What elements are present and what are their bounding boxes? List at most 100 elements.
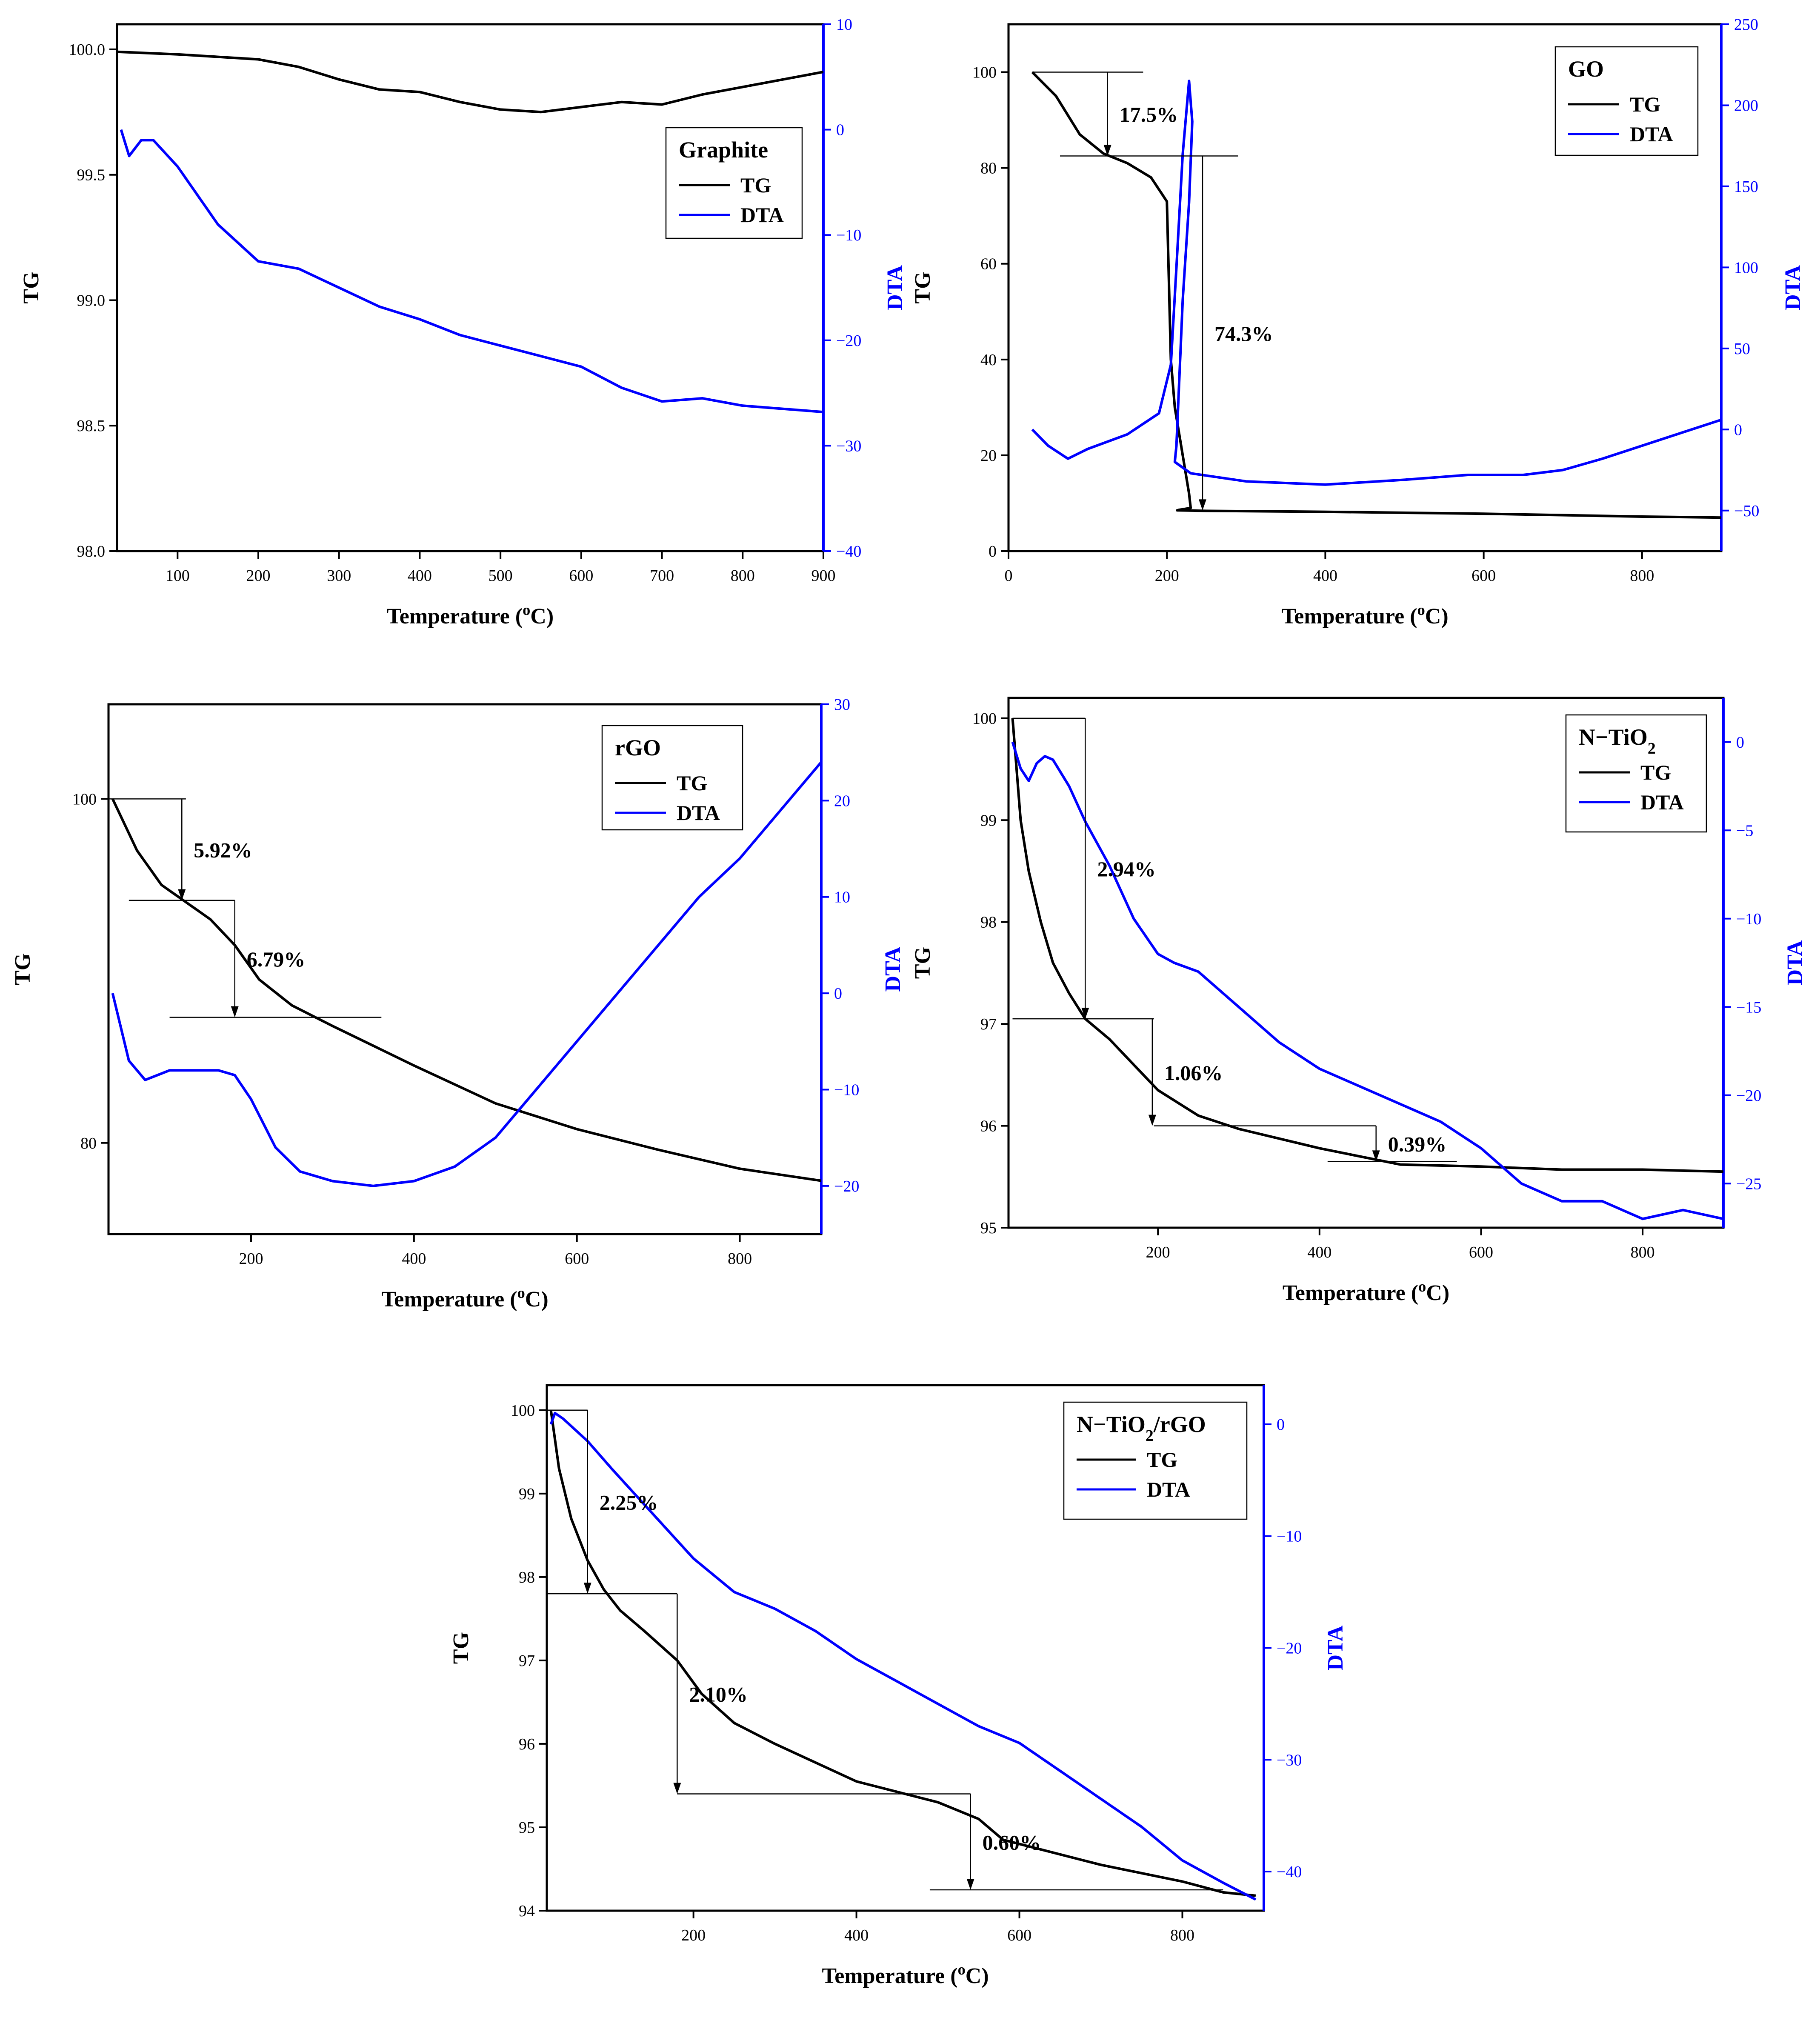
annotation: 5.92% xyxy=(109,798,252,900)
x-tick-label: 400 xyxy=(1307,1243,1331,1261)
y2-tick-label: −30 xyxy=(1277,1751,1302,1769)
annotation: 74.3% xyxy=(1060,155,1273,511)
y2-tick-label: −5 xyxy=(1736,822,1753,840)
arrow-down-icon xyxy=(966,1878,974,1890)
y2-axis-title: DTA xyxy=(1783,940,1807,985)
x-axis-title: Temperature (oC) xyxy=(387,601,554,629)
x-tick-label: 600 xyxy=(1469,1243,1493,1261)
chart-rgo: 200 400 600 800 80 100 −20 −10 0 10 20 30 Temperatur… xyxy=(11,696,905,1312)
y-axis-title: TG xyxy=(11,953,35,985)
arrow-down-icon xyxy=(1148,1115,1156,1126)
y-tick-label: 100 xyxy=(972,710,997,728)
y2-tick-label: 0 xyxy=(1277,1416,1285,1434)
x-tick-label: 500 xyxy=(489,567,513,585)
y-tick-label: 99.0 xyxy=(77,291,106,309)
series-tg-line xyxy=(1011,718,1723,1173)
series-dta-line xyxy=(1031,80,1721,486)
annotation-label: 0.39% xyxy=(1388,1132,1447,1156)
y-tick-label: 95 xyxy=(980,1219,997,1237)
x-tick-label: 900 xyxy=(811,567,836,585)
legend: Graphite TG DTA xyxy=(665,127,803,239)
x-tick-label: 400 xyxy=(408,567,432,585)
y-tick-label: 94 xyxy=(519,1902,535,1920)
y2-tick-label: −10 xyxy=(1277,1528,1302,1546)
y2-tick-label: −15 xyxy=(1736,998,1761,1016)
arrow-down-icon xyxy=(178,889,186,900)
y-tick-label: 100 xyxy=(972,64,997,82)
x-tick-label: 200 xyxy=(239,1250,263,1268)
y-tick-label: 97 xyxy=(519,1652,535,1670)
legend-title: N−TiO2 xyxy=(1579,724,1656,757)
legend-box xyxy=(1554,46,1699,156)
y-tick-label: 98.5 xyxy=(77,417,106,435)
x-tick-label: 800 xyxy=(1631,1243,1655,1261)
y-tick-label: 80 xyxy=(80,1135,97,1152)
x-tick-label: 200 xyxy=(246,567,271,585)
x-tick-label: 800 xyxy=(1170,1926,1194,1944)
y2-tick-label: 250 xyxy=(1734,16,1758,34)
y2-tick-label: 10 xyxy=(834,889,850,906)
y-tick-label: 95 xyxy=(519,1819,535,1837)
annotation: 0.60% xyxy=(677,1793,1041,1890)
y-tick-label: 100.0 xyxy=(69,41,106,59)
annotation: 2.10% xyxy=(547,1593,748,1794)
y-tick-label: 98 xyxy=(519,1569,535,1586)
x-tick-label: 300 xyxy=(327,567,351,585)
y2-tick-label: 20 xyxy=(834,792,850,810)
legend-title: N−TiO2/rGO xyxy=(1077,1412,1206,1445)
legend-label-tg: TG xyxy=(1147,1448,1177,1472)
series-dta-line xyxy=(111,761,821,1187)
x-axis-title: Temperature (oC) xyxy=(1283,1278,1449,1305)
legend-label-tg: TG xyxy=(1640,760,1671,784)
annotation-label: 2.25% xyxy=(600,1490,658,1514)
y-tick-label: 100 xyxy=(511,1402,535,1420)
legend-box xyxy=(665,127,803,239)
y2-tick-label: 0 xyxy=(1736,734,1744,752)
x-tick-label: 600 xyxy=(569,567,593,585)
legend: rGO TG DTA xyxy=(601,725,743,831)
annotation: 2.94% xyxy=(1012,717,1156,1019)
x-tick-label: 600 xyxy=(1007,1926,1031,1944)
legend: N−TiO2/rGO TG DTA xyxy=(1063,1401,1248,1520)
y-tick-label: 60 xyxy=(980,255,997,273)
y2-tick-label: 50 xyxy=(1734,340,1750,358)
legend: GO TG DTA xyxy=(1554,46,1699,156)
arrow-down-icon xyxy=(1372,1150,1380,1162)
legend-title: GO xyxy=(1568,56,1604,82)
y-tick-label: 80 xyxy=(980,160,997,177)
x-tick-label: 600 xyxy=(565,1250,589,1268)
y2-tick-label: −25 xyxy=(1736,1175,1761,1193)
y2-tick-label: −20 xyxy=(1277,1640,1302,1657)
y2-tick-label: −30 xyxy=(836,437,861,455)
y-tick-label: 99.5 xyxy=(77,166,106,184)
x-tick-label: 200 xyxy=(1146,1243,1170,1261)
y-tick-label: 96 xyxy=(980,1117,997,1135)
x-tick-label: 100 xyxy=(166,567,190,585)
y-tick-label: 20 xyxy=(980,447,997,465)
y2-tick-label: −20 xyxy=(834,1177,859,1195)
y2-axis-title: DTA xyxy=(883,265,907,310)
legend-label-tg: TG xyxy=(677,771,707,795)
chart-ntio2-rgo: 200 400 600 800 94 95 96 97 98 99 100 −40 −30 −20 −10 0… xyxy=(449,1384,1348,1988)
annotation: 0.39% xyxy=(1154,1125,1447,1162)
legend-label-dta: DTA xyxy=(1640,790,1684,814)
y-tick-label: 99 xyxy=(980,812,997,829)
legend-label-dta: DTA xyxy=(1147,1477,1190,1501)
arrow-down-icon xyxy=(673,1783,681,1794)
x-tick-label: 600 xyxy=(1471,567,1496,585)
x-tick-label: 800 xyxy=(731,567,755,585)
y2-axis-title: DTA xyxy=(1781,265,1805,310)
arrow-down-icon xyxy=(583,1583,591,1594)
annotation-label: 5.92% xyxy=(194,838,252,862)
legend-title: rGO xyxy=(615,735,661,760)
annotation-label: 6.79% xyxy=(247,947,306,971)
y-tick-label: 98.0 xyxy=(77,543,106,560)
x-tick-label: 800 xyxy=(1630,567,1654,585)
series-tg-line xyxy=(549,1410,1256,1897)
y-axis-title: TG xyxy=(19,271,43,303)
legend-label-tg: TG xyxy=(740,173,771,197)
legend-label-dta: DTA xyxy=(740,203,784,227)
y2-tick-label: −10 xyxy=(1736,910,1761,928)
y-tick-label: 98 xyxy=(980,914,997,932)
